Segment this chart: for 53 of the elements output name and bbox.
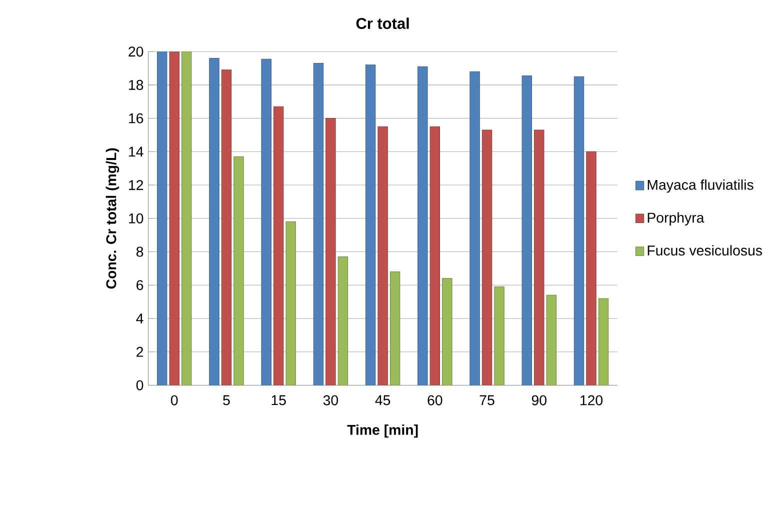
bar bbox=[221, 70, 232, 386]
legend-label: Mayaca fluviatilis bbox=[648, 180, 754, 193]
x-tick-label: 120 bbox=[580, 395, 603, 406]
x-tick-label: 90 bbox=[532, 395, 546, 406]
bar bbox=[338, 256, 348, 386]
bar bbox=[494, 286, 504, 386]
y-axis-title: Conc. Cr total (mg/L) bbox=[106, 148, 120, 289]
bar bbox=[313, 63, 324, 386]
bar bbox=[326, 118, 336, 386]
bar bbox=[261, 58, 272, 386]
bar bbox=[522, 76, 532, 386]
x-tick-label: 60 bbox=[428, 395, 442, 406]
y-tick-label: 14 bbox=[129, 146, 144, 157]
bar bbox=[430, 126, 440, 386]
y-tick-label: 0 bbox=[136, 380, 144, 390]
bar bbox=[234, 156, 244, 386]
x-tick-label: 5 bbox=[223, 395, 230, 406]
x-tick-label: 30 bbox=[323, 395, 338, 406]
bar bbox=[586, 152, 596, 386]
y-tick-label: 18 bbox=[129, 80, 144, 90]
y-tick-label: 16 bbox=[129, 113, 144, 124]
y-tick-label: 8 bbox=[136, 246, 144, 257]
x-tick-label: 15 bbox=[272, 395, 286, 406]
bar bbox=[534, 130, 544, 386]
bar bbox=[418, 66, 428, 386]
bar bbox=[470, 71, 480, 386]
bar bbox=[442, 278, 452, 386]
bar bbox=[365, 64, 376, 386]
y-tick-label: 4 bbox=[136, 314, 144, 324]
bar bbox=[546, 295, 556, 386]
bar bbox=[482, 130, 492, 386]
x-tick-label: 75 bbox=[480, 395, 494, 406]
bar bbox=[574, 76, 584, 386]
y-tick-label: 10 bbox=[129, 214, 144, 224]
bar bbox=[378, 126, 388, 386]
y-tick-label: 2 bbox=[136, 347, 144, 357]
x-axis-title: Time [min] bbox=[347, 424, 418, 438]
bar bbox=[169, 52, 180, 386]
bar bbox=[598, 298, 609, 386]
y-tick-label: 20 bbox=[128, 46, 144, 57]
y-tick-label: 6 bbox=[136, 280, 144, 290]
legend-label: Fucus vesiculosus bbox=[648, 245, 762, 256]
bar bbox=[182, 52, 192, 386]
x-tick-label: 45 bbox=[375, 395, 390, 406]
bar bbox=[390, 272, 400, 386]
bar bbox=[157, 52, 168, 386]
bar bbox=[209, 58, 220, 386]
legend-label: Porphyra bbox=[648, 212, 704, 226]
bar bbox=[286, 222, 296, 386]
y-tick-label: 12 bbox=[129, 180, 144, 190]
bar bbox=[273, 106, 284, 386]
x-tick-label: 0 bbox=[170, 395, 178, 406]
chart-title: Cr total bbox=[356, 18, 409, 30]
